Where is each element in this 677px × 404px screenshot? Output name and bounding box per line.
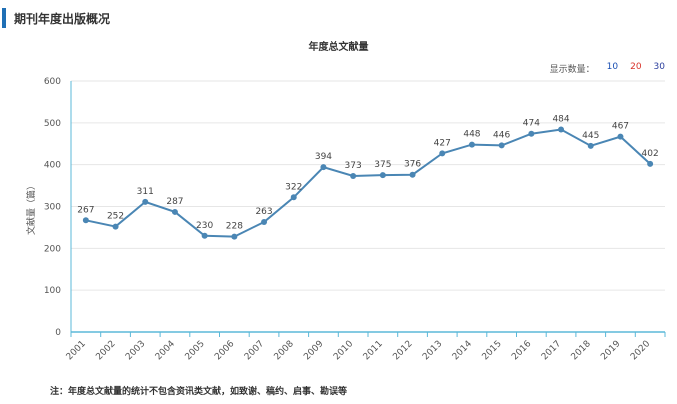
data-point [320, 164, 327, 171]
data-label: 252 [107, 212, 124, 222]
chart-title: 年度总文献量 [308, 42, 369, 53]
x-tick-label: 2003 [124, 339, 147, 362]
x-tick-label: 2005 [184, 339, 207, 362]
series-line [85, 128, 651, 238]
data-label: 448 [463, 130, 480, 140]
x-tick-label: 2020 [629, 339, 652, 362]
data-point [647, 160, 654, 167]
data-points [82, 126, 654, 240]
x-axis-ticks: 2001 2002 2003 2004 2005 2006 2007 2008 2009 2010… [65, 332, 666, 362]
y-axis-ticks: 0 100 200 300 400 500 600 [44, 77, 61, 338]
data-point [379, 172, 386, 179]
gridlines [71, 80, 665, 291]
data-point [439, 150, 446, 157]
data-point [142, 198, 149, 205]
data-point [112, 223, 119, 230]
data-point [82, 217, 89, 224]
section-header: 期刊年度出版概况 [2, 8, 110, 28]
y-tick-label: 500 [44, 119, 61, 129]
display-count-option-20[interactable]: 20 [630, 62, 642, 72]
data-point [409, 171, 416, 178]
data-label: 373 [345, 161, 362, 171]
x-tick-label: 2019 [599, 339, 622, 362]
display-count-selector: 显示数量： 10 20 30 [550, 62, 665, 75]
x-tick-label: 2001 [65, 339, 88, 362]
x-tick-label: 2016 [510, 339, 533, 362]
data-label: 267 [77, 205, 94, 215]
x-tick-label: 2015 [481, 339, 504, 362]
x-tick-label: 2012 [391, 339, 414, 362]
display-count-option-30[interactable]: 30 [653, 62, 665, 72]
y-tick-label: 0 [55, 328, 61, 338]
data-label: 230 [196, 221, 213, 231]
y-axis-label: 文献量（篇） [25, 181, 37, 235]
data-point [350, 172, 357, 179]
data-label: 394 [315, 152, 332, 162]
data-label: 474 [523, 119, 540, 129]
x-tick-label: 2007 [243, 339, 266, 362]
data-label: 287 [166, 197, 183, 207]
data-point [231, 233, 238, 240]
x-tick-label: 2017 [540, 339, 563, 362]
data-label: 263 [255, 207, 272, 217]
data-label: 427 [434, 138, 451, 148]
display-count-option-10[interactable]: 10 [606, 62, 619, 72]
x-tick-label: 2008 [273, 339, 296, 362]
data-label: 375 [374, 160, 391, 170]
data-labels: 267 252 311 287 230 228 263 322 394 373 375 376 427 4… [77, 115, 658, 232]
data-point [558, 126, 565, 133]
data-point [617, 133, 624, 140]
data-label: 228 [226, 222, 243, 232]
y-tick-label: 200 [44, 244, 61, 254]
data-point [290, 194, 297, 201]
data-point [498, 142, 505, 149]
display-count-label: 显示数量： [549, 65, 595, 75]
data-label: 484 [552, 115, 569, 125]
x-tick-label: 2011 [362, 339, 385, 362]
x-tick-label: 2014 [451, 339, 474, 362]
x-tick-label: 2002 [94, 339, 117, 362]
data-label: 402 [642, 149, 659, 159]
section-accent-bar [2, 8, 6, 28]
data-label: 467 [612, 122, 629, 132]
data-point [201, 232, 208, 239]
y-tick-label: 400 [44, 161, 61, 171]
data-label: 445 [582, 131, 599, 141]
x-tick-label: 2009 [302, 339, 325, 362]
data-point [261, 218, 268, 225]
data-point [528, 130, 535, 137]
x-tick-label: 2013 [421, 339, 444, 362]
data-label: 446 [493, 130, 510, 140]
data-point [171, 208, 178, 215]
data-point [468, 141, 475, 148]
data-point [587, 142, 594, 149]
data-label: 322 [285, 182, 302, 192]
x-tick-label: 2004 [154, 339, 177, 362]
section-title: 期刊年度出版概况 [14, 11, 111, 26]
y-tick-label: 600 [44, 77, 61, 87]
x-tick-label: 2018 [570, 339, 593, 362]
x-tick-label: 2010 [332, 339, 355, 362]
y-tick-label: 100 [44, 286, 61, 296]
x-tick-label: 2006 [213, 339, 236, 362]
data-label: 311 [137, 187, 154, 197]
footnote: 注：年度总文献量的统计不包含资讯类文献，如致谢、稿约、启事、勘误等 [50, 387, 348, 397]
y-tick-label: 300 [44, 203, 61, 213]
data-label: 376 [404, 160, 421, 170]
